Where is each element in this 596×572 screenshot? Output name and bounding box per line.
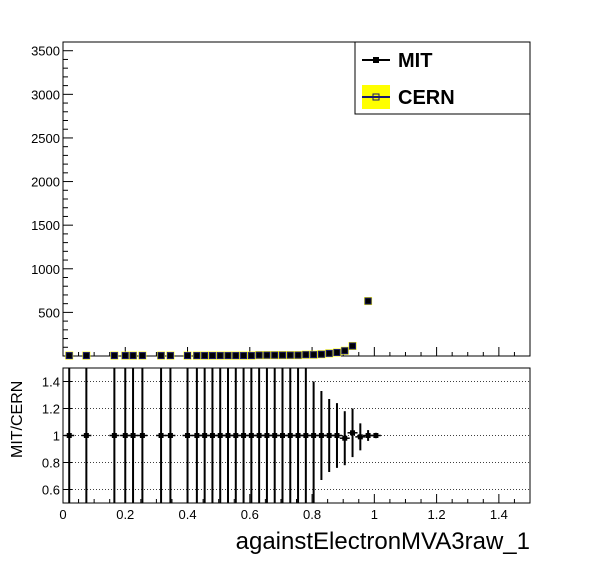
ratio-point: [295, 433, 301, 438]
mit-point: [350, 343, 356, 349]
ratio-point: [233, 433, 239, 438]
ratio-x-tick-label: 0.4: [178, 507, 196, 522]
ratio-point: [248, 433, 254, 438]
mit-point: [158, 353, 164, 359]
ratio-x-tick-label: 0: [59, 507, 66, 522]
mit-point: [130, 353, 136, 359]
ratio-point: [194, 433, 200, 438]
ratio-point: [373, 433, 379, 438]
ratio-point: [365, 433, 371, 438]
mit-point: [83, 353, 89, 359]
mit-point: [264, 352, 270, 358]
mit-point: [295, 352, 301, 358]
mit-point: [365, 298, 371, 304]
ratio-point: [167, 433, 173, 438]
main-y-axis: 500 1000 1500 2000 2500 3000 3500: [31, 44, 73, 348]
mit-point: [279, 352, 285, 358]
legend-cern-marker: [372, 93, 380, 101]
legend: MIT CERN: [354, 41, 531, 115]
mit-point: [167, 353, 173, 359]
main-data-points: [65, 297, 373, 360]
ratio-y-axis-title: MIT/CERN: [9, 381, 26, 458]
mit-point: [287, 352, 293, 358]
ratio-x-tick-label: 1.2: [428, 507, 446, 522]
ratio-y-tick-label: 1.2: [42, 402, 60, 417]
main-y-tick-label: 3000: [31, 87, 60, 102]
mit-point: [311, 352, 317, 358]
ratio-point: [357, 434, 363, 440]
mit-point: [334, 350, 340, 356]
ratio-point: [311, 433, 317, 438]
legend-mit-marker: [373, 57, 379, 63]
ratio-point: [83, 433, 89, 438]
ratio-x-axis: 0 0.2 0.4 0.6 0.8 1 1.2 1.4: [59, 494, 531, 522]
ratio-point: [225, 433, 231, 438]
ratio-x-tick-label: 0.8: [303, 507, 321, 522]
ratio-point: [318, 433, 324, 438]
main-y-tick-label: 2000: [31, 175, 60, 190]
main-y-tick-label: 1500: [31, 218, 60, 233]
mit-point: [122, 353, 128, 359]
ratio-point: [342, 435, 348, 441]
mit-point: [194, 353, 200, 359]
mit-point: [66, 353, 72, 359]
ratio-point: [209, 433, 215, 438]
ratio-point: [158, 433, 164, 438]
ratio-point: [326, 433, 332, 438]
mit-point: [256, 352, 262, 358]
mit-point: [248, 353, 254, 359]
ratio-point: [217, 433, 223, 438]
ratio-point: [279, 433, 285, 438]
ratio-point: [350, 430, 356, 436]
mit-point: [318, 351, 324, 357]
mit-point: [185, 353, 191, 359]
ratio-point: [111, 433, 117, 438]
ratio-point: [264, 433, 270, 438]
legend-mit-label: MIT: [398, 50, 432, 72]
ratio-point: [303, 433, 309, 438]
mit-point: [209, 353, 215, 359]
ratio-y-axis: 0.6 0.8 1 1.2 1.4: [42, 375, 72, 498]
ratio-point: [202, 433, 208, 438]
mit-point: [303, 352, 309, 358]
main-y-tick-label: 3500: [31, 44, 60, 59]
mit-point: [342, 348, 348, 354]
mit-point: [202, 353, 208, 359]
ratio-y-tick-label: 1.4: [42, 375, 60, 390]
mit-point: [217, 353, 223, 359]
ratio-point: [272, 433, 278, 438]
ratio-point: [334, 433, 340, 438]
ratio-point: [66, 433, 72, 438]
ratio-point: [256, 433, 262, 438]
mit-point: [233, 353, 239, 359]
mit-point: [272, 352, 278, 358]
mit-point: [326, 350, 332, 356]
mit-point: [241, 353, 247, 359]
mit-point: [225, 353, 231, 359]
mit-point: [139, 353, 145, 359]
ratio-y-tick-label: 1: [53, 429, 60, 444]
ratio-point: [130, 433, 136, 438]
ratio-point: [287, 433, 293, 438]
ratio-x-tick-label: 1: [371, 507, 378, 522]
ratio-point: [241, 433, 247, 438]
ratio-y-tick-label: 0.6: [42, 483, 60, 498]
ratio-y-tick-label: 0.8: [42, 456, 60, 471]
x-axis-title: againstElectronMVA3raw_1: [236, 528, 530, 555]
ratio-point: [139, 433, 145, 438]
ratio-point: [185, 433, 191, 438]
main-y-tick-label: 2500: [31, 131, 60, 146]
ratio-data-points: [64, 368, 381, 503]
ratio-point: [122, 433, 128, 438]
legend-cern-label: CERN: [398, 87, 455, 109]
ratio-x-tick-label: 0.2: [116, 507, 134, 522]
ratio-x-tick-label: 0.6: [241, 507, 259, 522]
ratio-x-tick-label: 1.4: [490, 507, 508, 522]
main-y-tick-label: 1000: [31, 262, 60, 277]
main-y-tick-label: 500: [38, 305, 60, 320]
mit-point: [111, 353, 117, 359]
